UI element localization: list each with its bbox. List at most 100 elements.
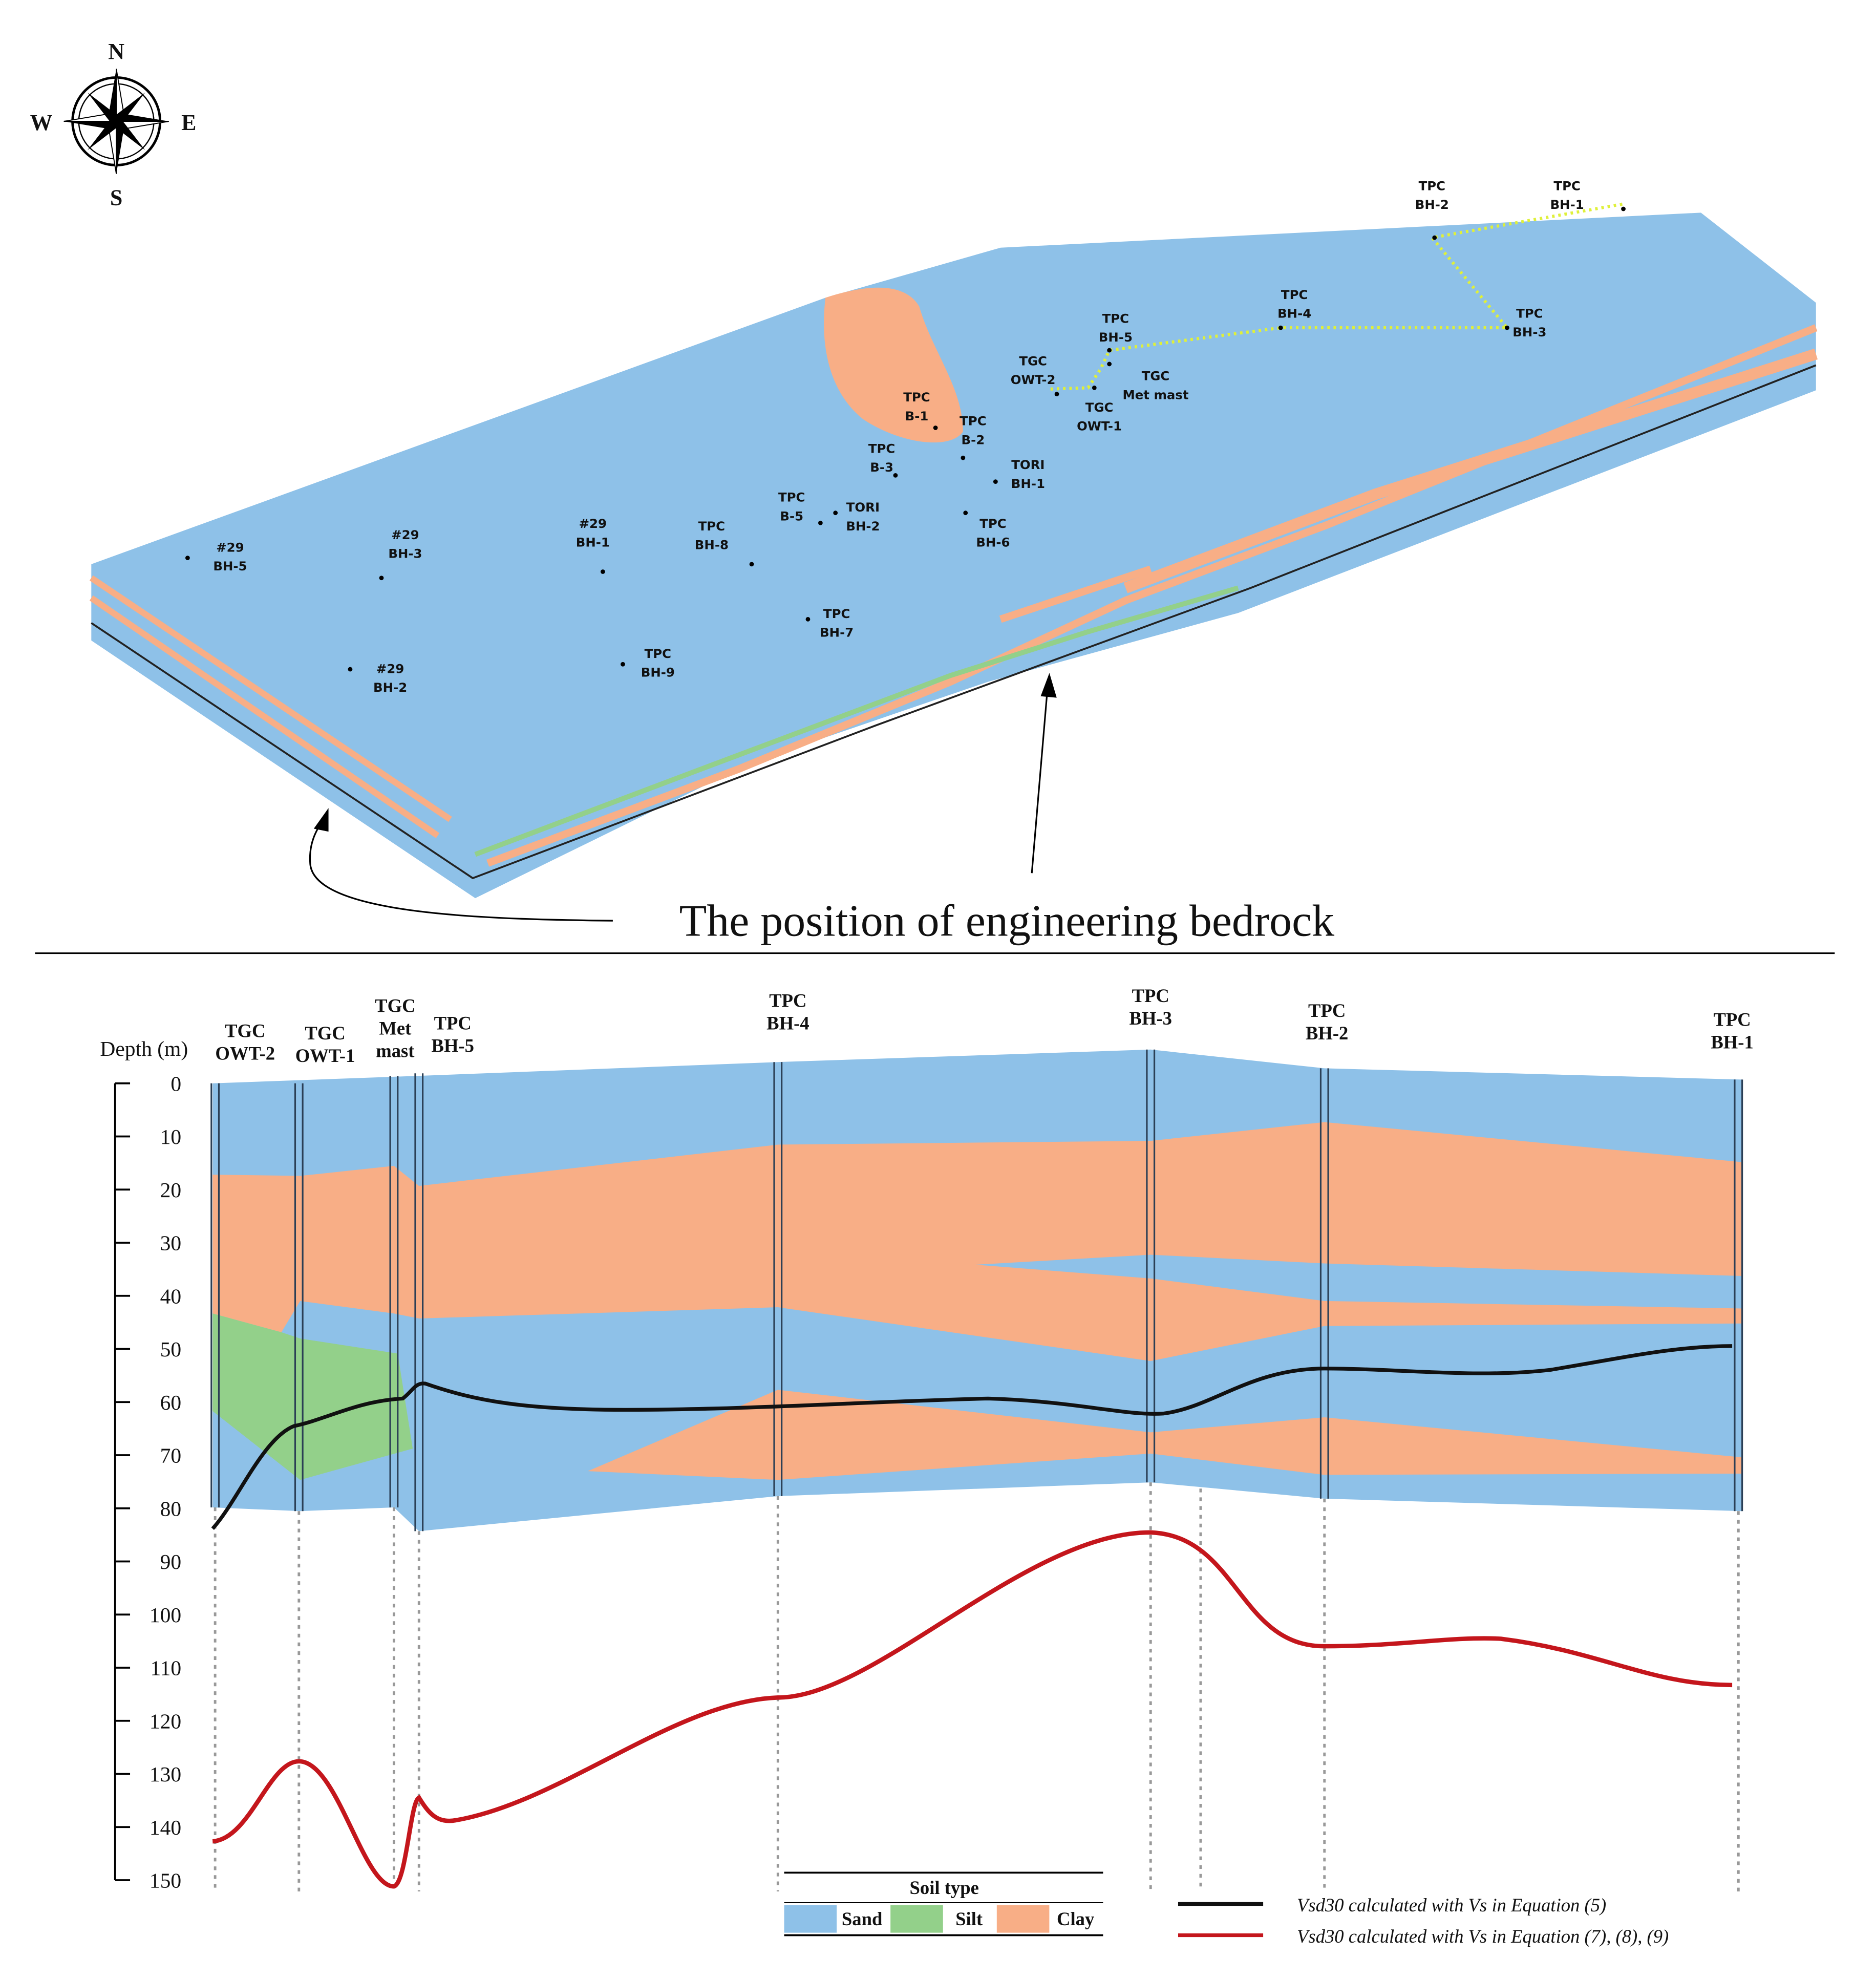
borehole-label: TPC bbox=[778, 490, 805, 505]
y-tick-label: 110 bbox=[150, 1656, 181, 1680]
cross-section bbox=[210, 1049, 1743, 1891]
borehole-label: Met mast bbox=[1122, 387, 1188, 402]
annotation: The position of engineering bedrock bbox=[679, 896, 1335, 946]
borehole-dot bbox=[893, 473, 898, 478]
borehole-label: TPC bbox=[1281, 287, 1308, 302]
borehole-dot bbox=[379, 576, 384, 581]
legend-item: Clay bbox=[1057, 1908, 1094, 1929]
borehole-dot bbox=[1278, 325, 1283, 330]
borehole-dot bbox=[749, 562, 754, 567]
compass-e: E bbox=[181, 110, 196, 135]
borehole-label: BH-9 bbox=[641, 665, 675, 680]
borehole-label: BH-5 bbox=[213, 559, 247, 573]
borehole-label: TPC bbox=[645, 646, 671, 661]
borehole-dot bbox=[805, 616, 811, 622]
y-tick-label: 50 bbox=[160, 1337, 182, 1361]
borehole-label: BH-1 bbox=[576, 535, 610, 550]
borehole-label: TPC bbox=[1102, 311, 1129, 326]
borehole-label: BH-7 bbox=[820, 625, 854, 640]
borehole-header: TGC bbox=[305, 1023, 345, 1044]
borehole-label: BH-2 bbox=[373, 680, 407, 695]
borehole-dot bbox=[993, 479, 998, 484]
borehole-label: TGC bbox=[1019, 353, 1047, 368]
borehole-header: BH-3 bbox=[1129, 1008, 1172, 1029]
borehole-dot bbox=[818, 520, 823, 525]
soil-legend: Soil type Sand Silt Clay Vsd30 calculate… bbox=[784, 1871, 1669, 1947]
y-tick-label: 80 bbox=[160, 1497, 182, 1520]
map-3d bbox=[89, 202, 1818, 899]
borehole-dot bbox=[1505, 325, 1509, 330]
axis-label: Depth (m) bbox=[100, 1037, 188, 1061]
annotation-arrows bbox=[309, 673, 1057, 922]
borehole-dot bbox=[961, 455, 966, 460]
borehole-label: BH-1 bbox=[1011, 476, 1045, 491]
borehole-label: BH-6 bbox=[976, 535, 1010, 550]
borehole-label: #29 bbox=[216, 540, 244, 555]
borehole-label: TORI bbox=[846, 500, 880, 515]
borehole-label: TPC bbox=[1516, 306, 1543, 321]
borehole-dot bbox=[185, 556, 190, 561]
borehole-header: TPC bbox=[1132, 985, 1169, 1006]
borehole-dot bbox=[348, 667, 353, 672]
borehole-label: TGC bbox=[1085, 400, 1114, 415]
y-tick-label: 30 bbox=[160, 1231, 182, 1255]
borehole-label: TORI bbox=[1011, 457, 1044, 472]
borehole-header: Met bbox=[379, 1017, 412, 1038]
borehole-label: B-2 bbox=[962, 432, 985, 447]
compass-n: N bbox=[108, 39, 124, 64]
borehole-label: BH-8 bbox=[695, 538, 729, 552]
borehole-label: TPC bbox=[698, 519, 725, 534]
borehole-label: BH-5 bbox=[1099, 330, 1133, 345]
borehole-label: TPC bbox=[823, 606, 850, 621]
borehole-header: BH-4 bbox=[766, 1013, 809, 1034]
borehole-header: TPC bbox=[434, 1013, 472, 1034]
legend-item: Sand bbox=[842, 1908, 882, 1929]
borehole-label: OWT-1 bbox=[1077, 418, 1122, 433]
borehole-label: #29 bbox=[376, 661, 404, 676]
y-tick-label: 70 bbox=[160, 1444, 182, 1467]
legend-item: Silt bbox=[955, 1908, 983, 1929]
borehole-dot bbox=[833, 510, 838, 516]
y-tick-label: 40 bbox=[160, 1284, 182, 1308]
curve-legend: Vsd30 calculated with Vs in Equation (7)… bbox=[1297, 1926, 1669, 1947]
borehole-label: B-3 bbox=[870, 460, 893, 475]
borehole-dot bbox=[600, 569, 605, 574]
borehole-dot bbox=[1107, 361, 1112, 367]
borehole-dot bbox=[1054, 392, 1059, 396]
compass: N E S W bbox=[30, 39, 197, 210]
borehole-label: B-1 bbox=[905, 409, 929, 423]
borehole-label: TPC bbox=[979, 516, 1006, 531]
compass-w: W bbox=[30, 110, 53, 135]
borehole-header: OWT-2 bbox=[215, 1042, 275, 1063]
y-tick-label: 20 bbox=[160, 1178, 182, 1202]
borehole-dot bbox=[933, 425, 938, 430]
compass-s: S bbox=[110, 185, 122, 210]
y-tick-label: 0 bbox=[170, 1072, 181, 1095]
borehole-dot bbox=[1092, 385, 1097, 390]
y-tick-label: 120 bbox=[150, 1709, 181, 1733]
y-tick-label: 90 bbox=[160, 1550, 182, 1573]
borehole-dot bbox=[963, 510, 968, 516]
y-tick-label: 100 bbox=[150, 1603, 181, 1627]
y-tick-label: 140 bbox=[150, 1816, 181, 1839]
borehole-dot bbox=[1432, 235, 1437, 240]
borehole-label: #29 bbox=[391, 527, 419, 542]
borehole-dot bbox=[1621, 206, 1626, 211]
borehole-label: TGC bbox=[1142, 369, 1170, 384]
y-tick-label: 130 bbox=[150, 1762, 181, 1786]
y-tick-label: 60 bbox=[160, 1391, 182, 1414]
borehole-label: BH-1 bbox=[1550, 197, 1584, 212]
borehole-label: TPC bbox=[1419, 178, 1445, 193]
borehole-label: #29 bbox=[579, 516, 607, 531]
y-tick-label: 10 bbox=[160, 1125, 182, 1148]
borehole-label: BH-4 bbox=[1277, 306, 1311, 321]
borehole-header: TGC bbox=[225, 1020, 265, 1041]
borehole-header: BH-1 bbox=[1711, 1031, 1753, 1052]
borehole-label: BH-2 bbox=[846, 519, 880, 534]
borehole-label: BH-2 bbox=[1415, 197, 1449, 212]
borehole-label: BH-3 bbox=[388, 546, 422, 561]
borehole-label: TPC bbox=[1553, 178, 1580, 193]
borehole-label: TPC bbox=[960, 414, 986, 429]
borehole-label: B-5 bbox=[780, 508, 803, 523]
borehole-header: TPC bbox=[1713, 1009, 1751, 1030]
